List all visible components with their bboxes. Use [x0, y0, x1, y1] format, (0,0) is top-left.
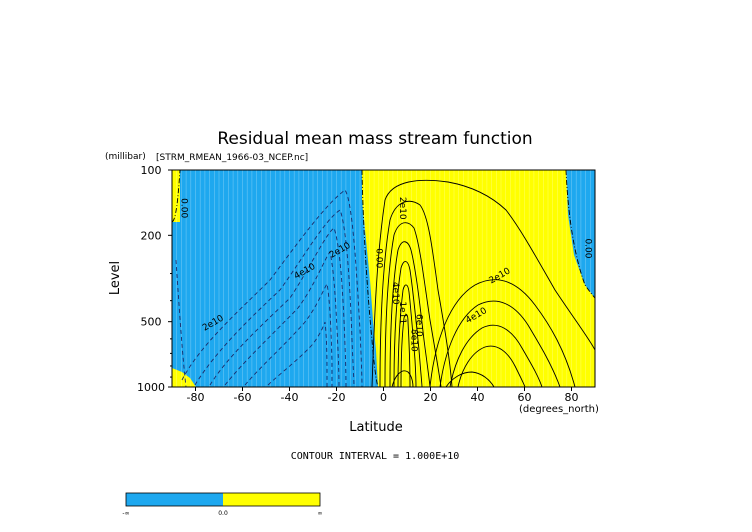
contour-line	[565, 170, 595, 299]
x-tick-label: 60	[518, 391, 532, 404]
positive-contours	[371, 179, 595, 387]
contour-line	[181, 189, 363, 387]
contour-line	[457, 345, 526, 387]
contour-line	[224, 251, 340, 387]
zero-contours	[172, 170, 595, 387]
contour-line	[429, 279, 576, 387]
contour-line	[393, 261, 423, 387]
contour-line	[384, 222, 442, 387]
contour-label: 0.00	[583, 238, 593, 258]
x-units-label: (degrees_north)	[519, 404, 599, 415]
x-tick-label: -80	[187, 391, 205, 404]
y-tick-label: 1000	[137, 381, 165, 394]
x-tick-label: 0	[380, 391, 387, 404]
contour-line	[175, 259, 187, 387]
contour-line	[439, 300, 561, 387]
contour-line	[361, 170, 379, 387]
contour-line	[391, 370, 414, 387]
colorbar-label-max: ∞	[318, 510, 323, 517]
dataset-subtitle: [STRM_RMEAN_1966-03_NCEP.nc]	[156, 153, 308, 163]
contour-label: 8e10	[409, 329, 419, 352]
contour-line	[379, 200, 453, 387]
contour-line	[449, 324, 543, 387]
x-tick-label: -20	[328, 391, 346, 404]
y-units-label: (millibar)	[105, 152, 146, 162]
contour-line	[194, 209, 355, 387]
x-tick-label: -40	[281, 391, 299, 404]
negative-contours	[175, 189, 363, 387]
y-tick-label: 200	[141, 229, 162, 242]
contour-line	[172, 170, 181, 223]
x-tick-label: 40	[471, 391, 485, 404]
y-axis-label: Level	[108, 261, 123, 295]
contour-line	[445, 371, 495, 387]
contour-line	[389, 241, 431, 387]
x-tick-label: -60	[234, 391, 252, 404]
x-tick-label: 80	[565, 391, 579, 404]
colorbar-label-zero: 0.0	[218, 510, 228, 517]
colorbar-negative	[126, 493, 223, 506]
y-tick-label: 500	[141, 316, 162, 329]
contour-line	[397, 284, 417, 387]
y-axis: 100 200 500 1000	[137, 164, 172, 394]
contour-line	[267, 321, 328, 387]
colorbar: -∞ 0.0 ∞	[122, 492, 323, 517]
contour-label: 0.00	[373, 248, 383, 268]
missing-data-patch	[161, 343, 169, 357]
contour-line	[371, 179, 595, 387]
colorbar-positive	[223, 493, 320, 506]
negative-region	[172, 170, 378, 387]
colorbar-label-min: -∞	[122, 510, 129, 517]
chart-title: Residual mean mass stream function	[217, 129, 532, 149]
contour-label: 2e10	[397, 197, 407, 220]
contour-label: 1e11	[397, 301, 407, 324]
contour-label: 6e10	[413, 314, 423, 337]
x-axis: -80 -60 -40 -20 0 20 40 60 80	[187, 387, 579, 404]
colorbar-frame	[125, 492, 321, 507]
contour-line	[400, 314, 411, 387]
negative-region-north	[566, 170, 595, 298]
contour-label: 4e10	[390, 282, 400, 305]
contour-line	[244, 282, 333, 387]
contour-label: 0.00	[178, 198, 188, 218]
x-axis-label: Latitude	[349, 420, 403, 435]
y-tick-label: 100	[141, 164, 162, 177]
contour-interval-text: CONTOUR INTERVAL = 1.000E+10	[291, 451, 460, 462]
x-tick-label: 20	[424, 391, 438, 404]
